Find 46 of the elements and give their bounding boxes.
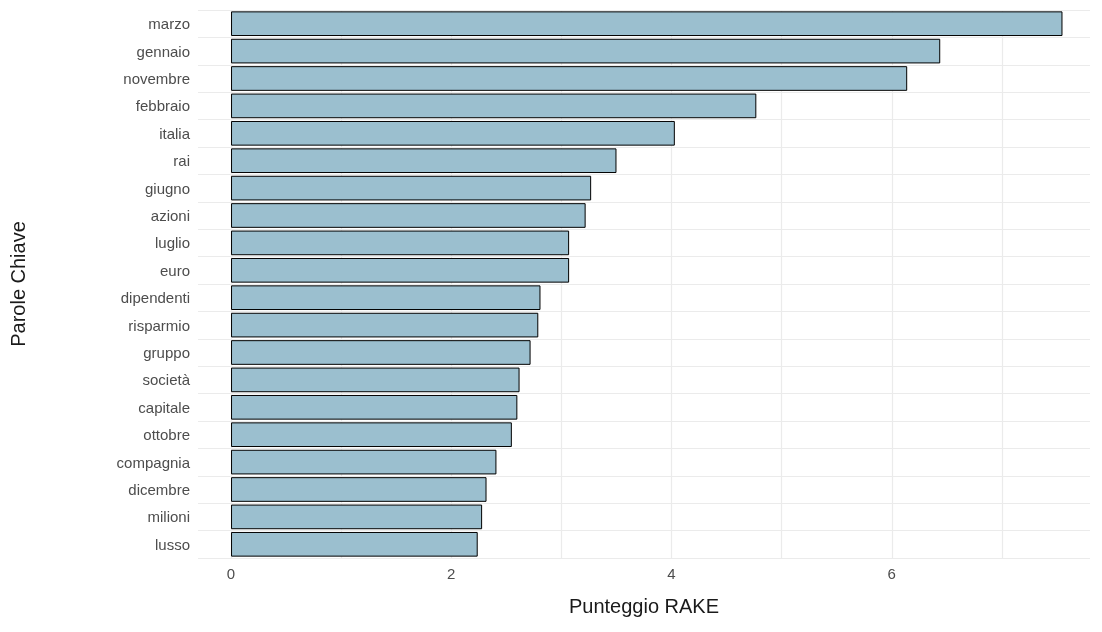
bar: [231, 230, 570, 256]
bar: [231, 11, 1063, 37]
y-tick-label: gennaio: [136, 42, 190, 60]
x-tick-label: 0: [226, 565, 236, 582]
x-axis-title: Punteggio RAKE: [568, 595, 720, 617]
bar: [231, 312, 539, 338]
y-tick-label: dicembre: [128, 481, 190, 498]
y-tick-label: rai: [173, 152, 190, 170]
bar: [231, 285, 541, 311]
y-tick-label: ottobre: [143, 426, 190, 444]
x-tick-label: 4: [667, 565, 676, 582]
y-axis-title: Parole Chiave: [7, 221, 29, 347]
bar: [231, 120, 675, 146]
bar: [231, 148, 617, 174]
x-tick-label: 6: [887, 565, 896, 582]
y-tick-label: milioni: [147, 508, 190, 526]
y-tick-label: risparmio: [128, 316, 190, 334]
bar: [231, 340, 531, 365]
y-tick-label: luglio: [154, 234, 190, 252]
bar: [231, 38, 941, 64]
bar: [231, 531, 478, 557]
y-tick-label: compagnia: [116, 453, 191, 471]
y-tick-label: italia: [159, 124, 191, 142]
bar: [231, 93, 757, 119]
y-tick-label: novembre: [123, 70, 190, 87]
bar: [231, 66, 908, 91]
bar: [231, 175, 592, 201]
bar: [231, 367, 520, 393]
y-tick-label: euro: [159, 261, 190, 279]
bar: [231, 394, 518, 420]
bar: [231, 257, 570, 283]
y-tick-label: febbraio: [135, 97, 190, 115]
y-tick-label: giugno: [144, 179, 190, 197]
y-tick-label: azioni: [150, 207, 190, 224]
y-tick-label: capitale: [138, 398, 190, 416]
bar: [231, 477, 487, 502]
bar: [231, 422, 512, 448]
bar: [231, 504, 483, 530]
bar: [231, 449, 497, 475]
y-tick-label: gruppo: [143, 344, 190, 361]
y-tick-label: marzo: [148, 15, 190, 33]
x-tick-label: 2: [447, 565, 456, 582]
bar: [231, 203, 586, 228]
y-tick-label: dipendenti: [120, 289, 190, 307]
y-tick-label: società: [142, 371, 191, 389]
y-tick-label: lusso: [154, 535, 190, 553]
